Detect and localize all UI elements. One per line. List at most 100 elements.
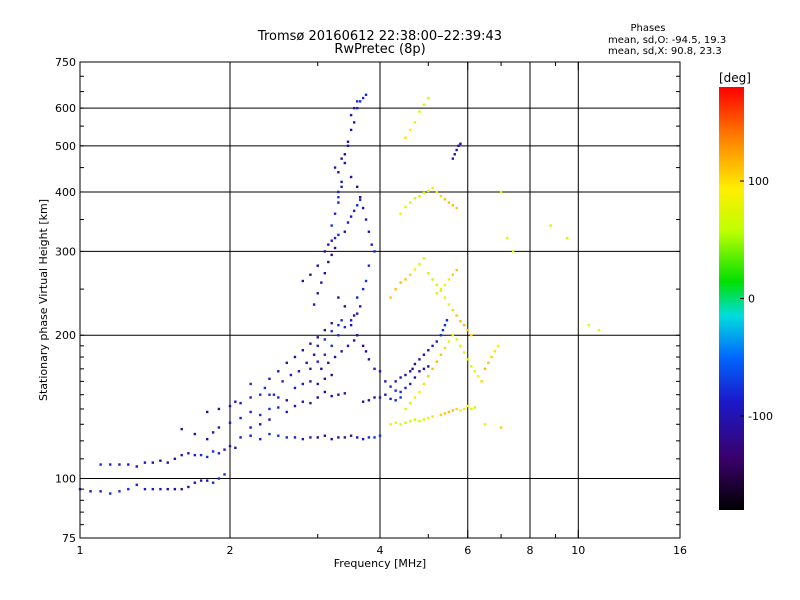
- point-x-mode: [470, 407, 473, 411]
- point-x-mode: [466, 404, 469, 408]
- point-o-mode: [384, 380, 387, 383]
- point-x-mode: [455, 407, 458, 411]
- point-o-mode: [346, 140, 350, 143]
- point-o-mode: [343, 161, 347, 165]
- point-x-mode: [409, 273, 412, 276]
- point-o-mode: [180, 487, 183, 491]
- point-x-mode: [422, 257, 426, 260]
- point-o-mode: [159, 459, 162, 462]
- point-o-mode: [312, 303, 316, 306]
- point-o-mode: [352, 314, 356, 317]
- point-o-mode: [323, 390, 327, 394]
- point-o-mode: [249, 382, 252, 386]
- point-o-mode: [373, 250, 376, 253]
- point-x-mode: [565, 236, 569, 240]
- point-o-mode: [320, 281, 323, 284]
- point-o-mode: [404, 373, 407, 377]
- point-o-mode: [323, 377, 327, 380]
- point-o-mode: [193, 432, 197, 436]
- point-o-mode: [285, 436, 288, 439]
- point-o-mode: [234, 400, 237, 403]
- point-x-mode: [499, 426, 503, 429]
- point-x-mode: [483, 423, 487, 426]
- point-o-mode: [422, 367, 426, 371]
- point-o-mode: [373, 367, 376, 371]
- point-o-mode: [228, 444, 232, 448]
- point-o-mode: [277, 370, 280, 373]
- point-o-mode: [367, 264, 371, 267]
- point-o-mode: [337, 323, 340, 327]
- point-x-mode: [435, 292, 438, 295]
- point-x-mode: [466, 358, 469, 361]
- point-x-mode: [477, 375, 480, 378]
- point-o-mode: [293, 386, 297, 390]
- colorbar-ticks: 100 0 -100: [740, 175, 773, 423]
- point-o-mode: [187, 452, 190, 455]
- point-x-mode: [394, 287, 397, 291]
- point-o-mode: [333, 355, 337, 359]
- point-x-mode: [451, 273, 455, 276]
- point-o-mode: [337, 201, 340, 204]
- point-o-mode: [316, 264, 319, 267]
- x-axis-ticks: 1 2 4 6 8 10 16: [77, 62, 687, 557]
- point-o-mode: [394, 389, 397, 392]
- point-o-mode: [333, 236, 337, 240]
- point-o-mode: [301, 279, 305, 283]
- point-o-mode: [349, 323, 353, 327]
- point-o-mode: [349, 175, 353, 179]
- point-o-mode: [327, 361, 330, 365]
- point-o-mode: [259, 413, 262, 417]
- point-x-mode: [399, 281, 402, 284]
- point-x-mode: [549, 224, 552, 227]
- point-o-mode: [205, 410, 209, 414]
- point-o-mode: [272, 393, 276, 396]
- point-o-mode: [193, 453, 197, 457]
- y-tick-label: 400: [55, 186, 76, 199]
- phase-stats-title: Phases: [630, 23, 665, 34]
- point-o-mode: [418, 370, 421, 373]
- point-x-mode: [443, 412, 447, 415]
- point-x-mode: [427, 189, 430, 193]
- point-o-mode: [323, 272, 327, 275]
- point-o-mode: [346, 144, 350, 148]
- point-x-mode: [443, 346, 447, 350]
- point-o-mode: [323, 328, 327, 332]
- point-x-mode: [473, 406, 477, 409]
- point-x-mode: [435, 360, 438, 363]
- point-x-mode: [435, 283, 438, 287]
- point-x-mode: [418, 110, 421, 113]
- point-o-mode: [285, 410, 288, 414]
- point-x-mode: [435, 190, 438, 194]
- point-o-mode: [323, 250, 327, 253]
- point-o-mode: [337, 296, 340, 299]
- y-tick-label: 600: [55, 102, 76, 115]
- point-x-mode: [418, 419, 421, 423]
- point-x-mode: [399, 423, 402, 426]
- point-o-mode: [249, 396, 252, 399]
- point-o-mode: [355, 204, 359, 207]
- point-o-mode: [118, 490, 121, 493]
- point-o-mode: [346, 221, 350, 224]
- point-o-mode: [285, 361, 288, 365]
- point-x-mode: [439, 353, 443, 356]
- point-o-mode: [316, 382, 319, 386]
- point-o-mode: [384, 393, 387, 396]
- point-x-mode: [443, 283, 447, 287]
- phase-stats-o: mean, sd,O: -94.5, 19.3: [608, 35, 726, 46]
- point-o-mode: [187, 485, 190, 489]
- point-o-mode: [316, 360, 319, 363]
- point-o-mode: [337, 195, 340, 199]
- y-tick-label: 100: [55, 473, 76, 486]
- point-o-mode: [199, 479, 203, 482]
- point-o-mode: [330, 224, 333, 227]
- point-o-mode: [180, 427, 183, 431]
- point-o-mode: [259, 393, 262, 396]
- point-o-mode: [330, 253, 333, 257]
- point-x-mode: [455, 314, 458, 317]
- point-o-mode: [277, 434, 280, 437]
- point-o-mode: [373, 396, 376, 399]
- point-o-mode: [427, 365, 430, 368]
- point-o-mode: [223, 448, 226, 451]
- point-o-mode: [320, 367, 323, 371]
- point-o-mode: [228, 404, 232, 408]
